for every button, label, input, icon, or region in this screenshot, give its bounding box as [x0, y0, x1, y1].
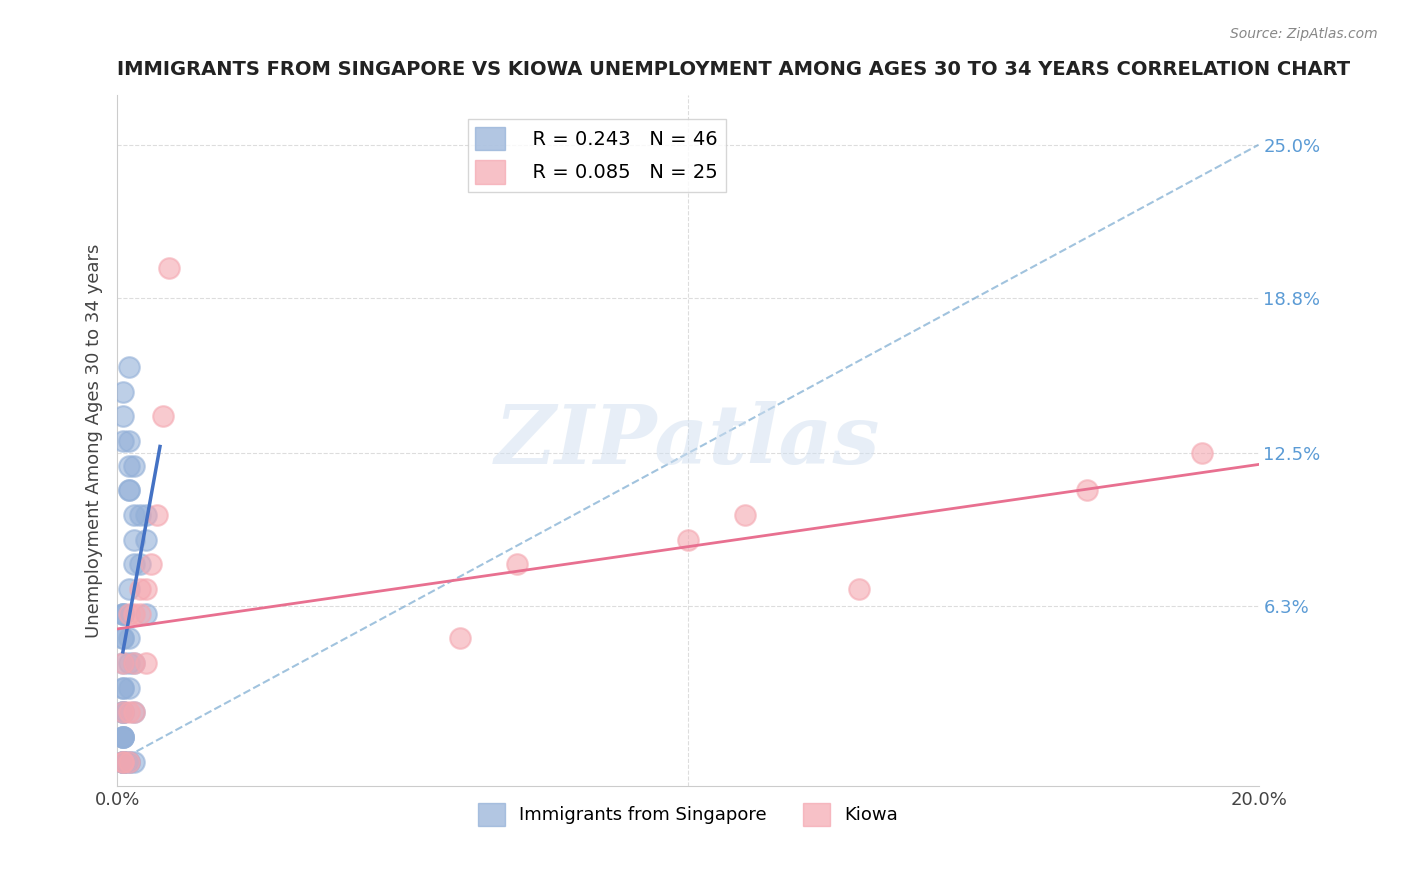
Point: [1076, 483, 1098, 498]
Point: [117, 359, 139, 374]
Point: [117, 755, 139, 769]
Point: [111, 607, 134, 621]
Point: [141, 558, 163, 572]
Point: [111, 384, 134, 399]
Point: [124, 755, 146, 769]
Point: [124, 706, 146, 720]
Point: [129, 582, 152, 596]
Point: [505, 558, 527, 572]
Point: [111, 632, 134, 646]
Point: [117, 656, 139, 670]
Point: [135, 533, 157, 547]
Point: [111, 681, 134, 695]
Point: [676, 533, 699, 547]
Point: [111, 755, 134, 769]
Point: [111, 706, 134, 720]
Point: [124, 706, 146, 720]
Point: [135, 656, 157, 670]
Point: [152, 409, 174, 424]
Point: [111, 706, 134, 720]
Text: ZIPatlas: ZIPatlas: [495, 401, 880, 481]
Point: [117, 632, 139, 646]
Point: [111, 409, 134, 424]
Point: [124, 656, 146, 670]
Point: [117, 483, 139, 498]
Y-axis label: Unemployment Among Ages 30 to 34 years: Unemployment Among Ages 30 to 34 years: [86, 244, 103, 638]
Point: [135, 607, 157, 621]
Point: [1191, 446, 1213, 460]
Point: [111, 755, 134, 769]
Legend: Immigrants from Singapore, Kiowa: Immigrants from Singapore, Kiowa: [471, 797, 905, 833]
Point: [111, 681, 134, 695]
Point: [111, 656, 134, 670]
Point: [117, 607, 139, 621]
Point: [734, 508, 756, 522]
Point: [111, 434, 134, 448]
Point: [111, 755, 134, 769]
Point: [117, 755, 139, 769]
Point: [117, 458, 139, 473]
Point: [111, 656, 134, 670]
Point: [111, 755, 134, 769]
Point: [449, 632, 471, 646]
Point: [111, 730, 134, 744]
Point: [124, 558, 146, 572]
Point: [124, 656, 146, 670]
Point: [111, 706, 134, 720]
Point: [135, 508, 157, 522]
Text: IMMIGRANTS FROM SINGAPORE VS KIOWA UNEMPLOYMENT AMONG AGES 30 TO 34 YEARS CORREL: IMMIGRANTS FROM SINGAPORE VS KIOWA UNEMP…: [117, 60, 1350, 78]
Point: [129, 558, 152, 572]
Point: [117, 483, 139, 498]
Point: [124, 458, 146, 473]
Point: [111, 755, 134, 769]
Point: [129, 607, 152, 621]
Point: [848, 582, 870, 596]
Point: [111, 755, 134, 769]
Point: [124, 508, 146, 522]
Point: [117, 681, 139, 695]
Point: [111, 607, 134, 621]
Point: [111, 632, 134, 646]
Point: [111, 730, 134, 744]
Point: [111, 730, 134, 744]
Point: [146, 508, 169, 522]
Point: [111, 706, 134, 720]
Point: [129, 508, 152, 522]
Point: [117, 434, 139, 448]
Point: [117, 582, 139, 596]
Point: [111, 755, 134, 769]
Point: [111, 730, 134, 744]
Point: [124, 607, 146, 621]
Point: [117, 706, 139, 720]
Point: [157, 261, 180, 276]
Point: [135, 582, 157, 596]
Point: [124, 533, 146, 547]
Text: Source: ZipAtlas.com: Source: ZipAtlas.com: [1230, 27, 1378, 41]
Point: [117, 755, 139, 769]
Point: [111, 607, 134, 621]
